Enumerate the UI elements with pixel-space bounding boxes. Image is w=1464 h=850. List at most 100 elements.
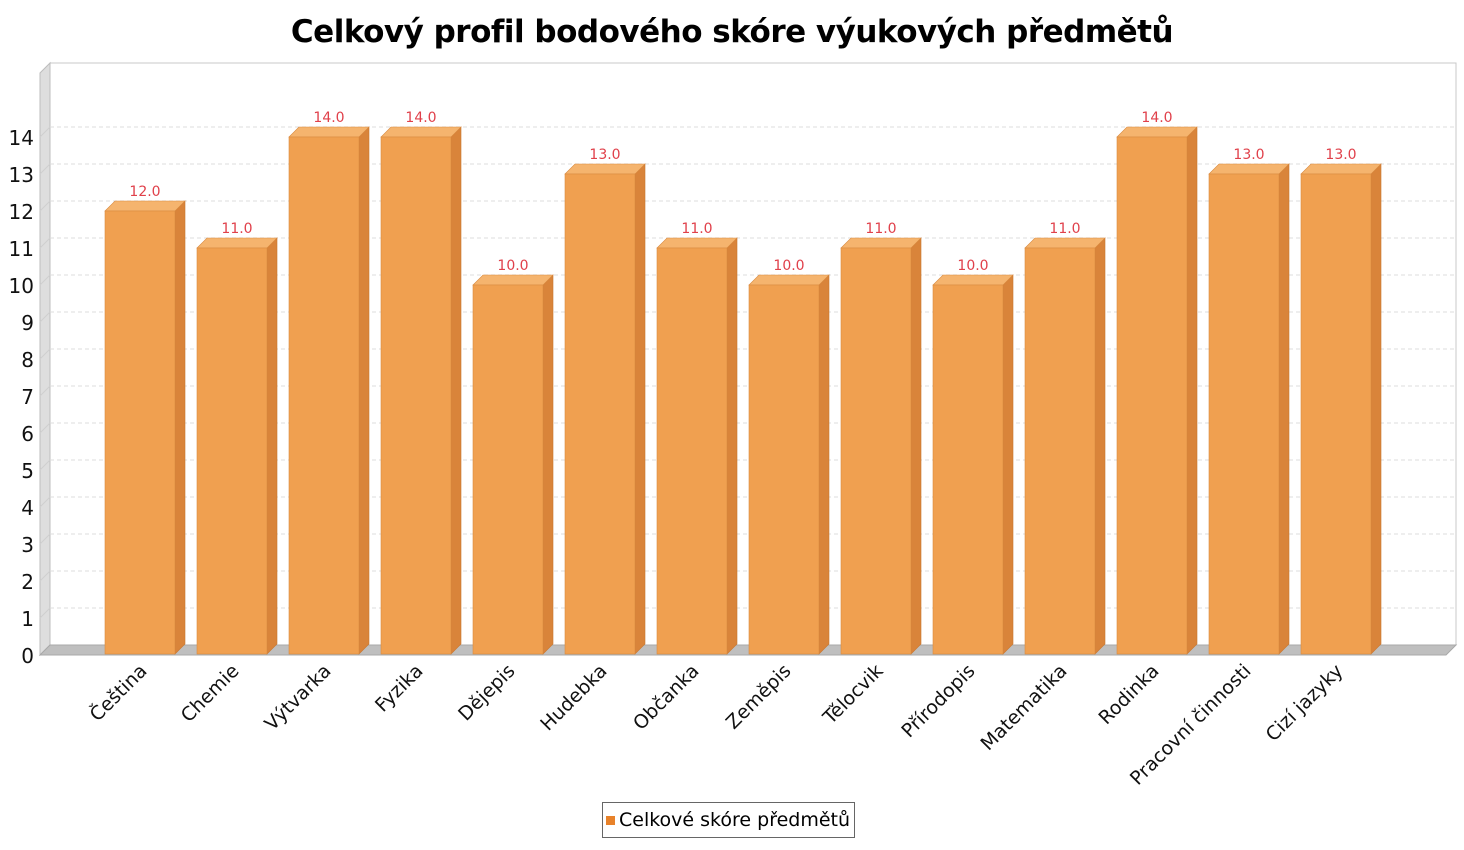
- gridline-side: [39, 385, 51, 397]
- value-label: 10.0: [957, 258, 988, 274]
- bar-top: [104, 200, 186, 212]
- bar-side: [1186, 126, 1198, 655]
- bar-front: [932, 284, 1004, 655]
- x-tick-label: Matematika: [977, 660, 1072, 755]
- gridline-side: [39, 496, 51, 508]
- gridline-side: [39, 163, 51, 175]
- x-axis-ticks: Čeština Chemie Výtvarka Fyzika Dějepis Hudebk…: [84, 659, 1347, 790]
- y-tick-label: 11: [9, 237, 34, 261]
- bar-top: [472, 274, 554, 286]
- bar-side: [1002, 274, 1014, 655]
- y-tick-label: 7: [21, 385, 34, 409]
- y-tick-label: 1: [21, 607, 34, 631]
- bar-side: [1278, 163, 1290, 655]
- legend: Celkové skóre předmětů: [602, 802, 856, 838]
- bar: [472, 274, 554, 655]
- bar-front: [288, 136, 360, 655]
- gridline-side: [39, 422, 51, 434]
- gridline-side: [39, 126, 51, 138]
- y-tick-label: 13: [9, 163, 34, 187]
- bar-side: [542, 274, 554, 655]
- bar: [1300, 163, 1382, 655]
- bar-side: [634, 163, 646, 655]
- gridline-side: [39, 607, 51, 619]
- value-label: 11.0: [865, 221, 896, 237]
- value-label: 13.0: [1233, 147, 1264, 163]
- y-tick-label: 14: [9, 126, 34, 150]
- bar-front: [1300, 173, 1372, 655]
- bar-top: [1208, 163, 1290, 175]
- bar: [288, 126, 370, 655]
- bar-front: [656, 247, 728, 655]
- value-label: 13.0: [589, 147, 620, 163]
- x-tick-label: Čeština: [84, 659, 151, 726]
- y-tick-label: 4: [21, 496, 34, 520]
- bar: [196, 237, 278, 655]
- bar: [840, 237, 922, 655]
- x-tick-label: Přírodopis: [897, 660, 979, 742]
- value-label: 10.0: [773, 258, 804, 274]
- value-label: 13.0: [1325, 147, 1356, 163]
- value-label: 11.0: [1049, 221, 1080, 237]
- bar: [748, 274, 830, 655]
- bar: [104, 200, 186, 655]
- bar-top: [1300, 163, 1382, 175]
- gridline-side: [39, 459, 51, 471]
- value-label: 14.0: [1141, 110, 1172, 126]
- value-label: 11.0: [221, 221, 252, 237]
- gridline-side: [39, 570, 51, 582]
- gridline-side: [39, 274, 51, 286]
- bar-top: [380, 126, 462, 138]
- y-tick-label: 12: [9, 200, 34, 224]
- bar: [564, 163, 646, 655]
- x-tick-label: Výtvarka: [260, 660, 335, 735]
- gridline-side: [39, 200, 51, 212]
- x-tick-label: Zeměpis: [722, 660, 796, 734]
- x-tick-label: Rodinka: [1094, 660, 1163, 729]
- gridline-side: [39, 237, 51, 249]
- value-label: 14.0: [313, 110, 344, 126]
- value-label: 14.0: [405, 110, 436, 126]
- bar-top: [1116, 126, 1198, 138]
- bar-front: [748, 284, 820, 655]
- bar-top: [288, 126, 370, 138]
- gridline-side: [39, 533, 51, 545]
- bar-side: [174, 200, 186, 655]
- x-tick-label: Fyzika: [371, 660, 428, 717]
- bar-front: [1116, 136, 1188, 655]
- y-tick-label: 10: [9, 274, 34, 298]
- bar-front: [196, 247, 268, 655]
- bar-side: [358, 126, 370, 655]
- x-tick-label: Tělocvik: [818, 660, 887, 729]
- value-label: 12.0: [129, 184, 160, 200]
- gridline-side: [39, 311, 51, 323]
- value-label: 11.0: [681, 221, 712, 237]
- bar-front: [564, 173, 636, 655]
- bar-top: [564, 163, 646, 175]
- bar-side: [1370, 163, 1382, 655]
- y-tick-label: 5: [21, 459, 34, 483]
- y-tick-label: 8: [21, 348, 34, 372]
- bar-front: [1208, 173, 1280, 655]
- bar-top: [932, 274, 1014, 286]
- bar: [380, 126, 462, 655]
- bar-front: [380, 136, 452, 655]
- x-tick-label: Chemie: [177, 660, 244, 727]
- y-tick-label: 0: [21, 644, 34, 668]
- y-tick-label: 9: [21, 311, 34, 335]
- bar-side: [266, 237, 278, 655]
- y-tick-label: 3: [21, 533, 34, 557]
- y-tick-label: 2: [21, 570, 34, 594]
- chart-title: Celkový profil bodového skóre výukových …: [290, 14, 1174, 50]
- x-tick-label: Občanka: [629, 660, 704, 735]
- plot-side-wall: [39, 61, 51, 657]
- bar-side: [1094, 237, 1106, 655]
- gridline-side: [39, 348, 51, 360]
- legend-swatch: [606, 815, 615, 825]
- bar-side: [910, 237, 922, 655]
- value-labels: 12.0 11.0 14.0 14.0 10.0 13.0 11.0 10.0 11.0 10.0…: [129, 110, 1356, 274]
- bar-top: [748, 274, 830, 286]
- value-label: 10.0: [497, 258, 528, 274]
